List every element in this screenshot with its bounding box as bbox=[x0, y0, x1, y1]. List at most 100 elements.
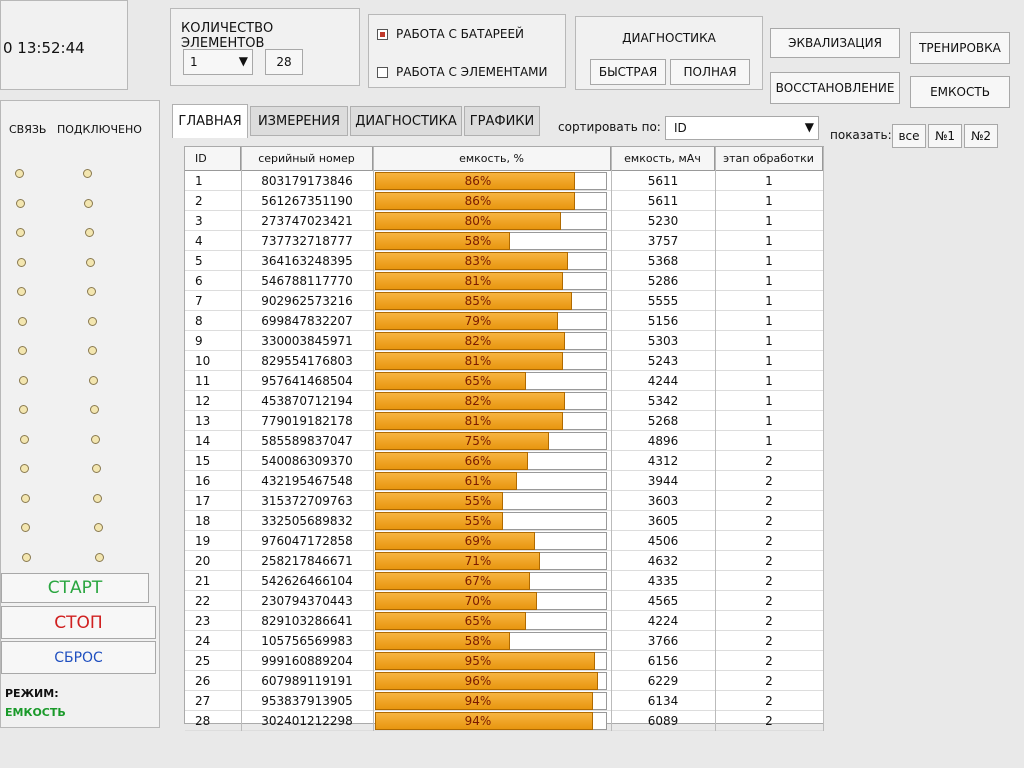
row-line bbox=[185, 330, 823, 331]
capacity-bar bbox=[375, 172, 575, 190]
row-id: 23 bbox=[195, 613, 211, 628]
capacity-bar bbox=[375, 572, 531, 590]
link-indicator bbox=[17, 316, 27, 326]
tab[interactable]: ДИАГНОСТИКА bbox=[350, 106, 462, 136]
reset-button[interactable]: СБРОС bbox=[1, 641, 156, 674]
connected-indicator bbox=[92, 464, 101, 473]
capacity-label: 86% bbox=[464, 173, 492, 188]
row-line bbox=[185, 670, 823, 671]
serial-number: 561267351190 bbox=[261, 193, 353, 208]
show-option[interactable]: №1 bbox=[928, 124, 962, 148]
connected-indicator bbox=[91, 434, 101, 444]
processing-stage: 2 bbox=[765, 513, 773, 528]
capacity-mah: 5243 bbox=[647, 353, 679, 368]
fast-button[interactable]: БЫСТРАЯ bbox=[590, 59, 666, 85]
action-button[interactable]: ЭКВАЛИЗАЦИЯ bbox=[770, 28, 900, 58]
row-line bbox=[185, 650, 823, 651]
radio-label: РАБОТА С ЭЛЕМЕНТАМИ bbox=[396, 65, 548, 79]
start-button[interactable]: СТАРТ bbox=[1, 573, 149, 603]
radio-battery[interactable]: РАБОТА С БАТАРЕЕЙ bbox=[377, 27, 524, 41]
capacity-label: 80% bbox=[464, 213, 492, 228]
action-button[interactable]: ТРЕНИРОВКА bbox=[910, 32, 1010, 64]
capacity-mah: 3766 bbox=[647, 633, 679, 648]
capacity-bar bbox=[375, 592, 538, 610]
capacity-label: 58% bbox=[464, 633, 492, 648]
capacity-label: 65% bbox=[464, 373, 492, 388]
processing-stage: 2 bbox=[765, 613, 773, 628]
row-id: 27 bbox=[195, 693, 211, 708]
capacity-label: 65% bbox=[464, 613, 492, 628]
full-button[interactable]: ПОЛНАЯ bbox=[670, 59, 750, 85]
row-line bbox=[185, 570, 823, 571]
capacity-bar bbox=[375, 352, 563, 370]
tab[interactable]: ГЛАВНАЯ bbox=[172, 104, 248, 138]
capacity-bar bbox=[375, 412, 563, 430]
capacity-bar bbox=[375, 632, 510, 650]
capacity-mah: 5611 bbox=[647, 173, 679, 188]
action-button[interactable]: ВОССТАНОВЛЕНИЕ bbox=[770, 72, 900, 104]
row-line bbox=[185, 630, 823, 631]
row-id: 21 bbox=[195, 573, 211, 588]
capacity-label: 81% bbox=[464, 413, 492, 428]
capacity-mah: 4312 bbox=[647, 453, 679, 468]
row-line bbox=[185, 610, 823, 611]
clock-panel: 0 13:52:44 bbox=[0, 0, 128, 90]
row-id: 20 bbox=[195, 553, 211, 568]
processing-stage: 1 bbox=[765, 433, 773, 448]
serial-number: 105756569983 bbox=[261, 633, 353, 648]
serial-number: 829554176803 bbox=[261, 353, 353, 368]
show-option[interactable]: все bbox=[892, 124, 926, 148]
capacity-mah: 6089 bbox=[647, 713, 679, 728]
capacity-mah: 5286 bbox=[647, 273, 679, 288]
action-button[interactable]: ЕМКОСТЬ bbox=[910, 76, 1010, 108]
link-indicator bbox=[15, 198, 25, 208]
capacity-label: 69% bbox=[464, 533, 492, 548]
row-line bbox=[185, 530, 823, 531]
processing-stage: 2 bbox=[765, 693, 773, 708]
capacity-mah: 5268 bbox=[647, 413, 679, 428]
count-select[interactable]: 1 ▼ bbox=[183, 49, 253, 75]
capacity-bar bbox=[375, 312, 559, 330]
processing-stage: 2 bbox=[765, 493, 773, 508]
capacity-label: 96% bbox=[464, 673, 492, 688]
tab-bar: ГЛАВНАЯ ИЗМЕРЕНИЯ ДИАГНОСТИКА ГРАФИКИ bbox=[172, 104, 542, 138]
serial-number: 540086309370 bbox=[261, 453, 353, 468]
row-line bbox=[185, 450, 823, 451]
sort-select[interactable]: ID ▼ bbox=[665, 116, 819, 140]
capacity-bar bbox=[375, 712, 594, 730]
row-id: 17 bbox=[195, 493, 211, 508]
capacity-bar bbox=[375, 612, 526, 630]
tab[interactable]: ИЗМЕРЕНИЯ bbox=[250, 106, 348, 136]
stop-button[interactable]: СТОП bbox=[1, 606, 156, 639]
capacity-label: 81% bbox=[464, 353, 492, 368]
capacity-bar bbox=[375, 692, 594, 710]
processing-stage: 2 bbox=[765, 673, 773, 688]
row-id: 15 bbox=[195, 453, 211, 468]
serial-number: 453870712194 bbox=[261, 393, 353, 408]
serial-number: 585589837047 bbox=[261, 433, 353, 448]
serial-number: 258217846671 bbox=[261, 553, 353, 568]
link-indicator bbox=[16, 257, 26, 267]
serial-number: 953837913905 bbox=[261, 693, 353, 708]
capacity-bar bbox=[375, 392, 566, 410]
sort-label: сортировать по: bbox=[558, 120, 661, 134]
row-id: 2 bbox=[195, 193, 203, 208]
row-line bbox=[185, 710, 823, 711]
capacity-label: 55% bbox=[464, 493, 492, 508]
row-line bbox=[185, 210, 823, 211]
capacity-bar bbox=[375, 432, 549, 450]
radio-cells[interactable]: РАБОТА С ЭЛЕМЕНТАМИ bbox=[377, 65, 547, 79]
tab[interactable]: ГРАФИКИ bbox=[464, 106, 540, 136]
processing-stage: 1 bbox=[765, 173, 773, 188]
link-indicator bbox=[18, 375, 28, 385]
capacity-bar bbox=[375, 332, 566, 350]
capacity-label: 79% bbox=[464, 313, 492, 328]
row-id: 14 bbox=[195, 433, 211, 448]
row-id: 1 bbox=[195, 173, 203, 188]
capacity-mah: 5303 bbox=[647, 333, 679, 348]
row-line bbox=[185, 470, 823, 471]
show-option[interactable]: №2 bbox=[964, 124, 998, 148]
row-id: 9 bbox=[195, 333, 203, 348]
capacity-bar bbox=[375, 672, 598, 690]
